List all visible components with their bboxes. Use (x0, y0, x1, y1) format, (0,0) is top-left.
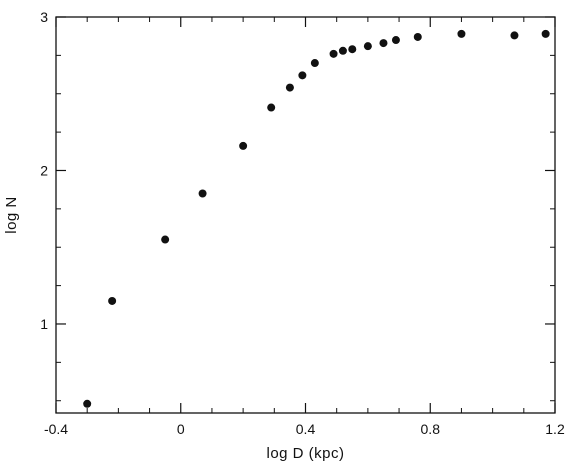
data-point (363, 42, 372, 51)
data-point (510, 31, 519, 40)
data-point (348, 45, 357, 54)
data-point (285, 83, 294, 92)
data-point (338, 46, 347, 55)
x-tick-label: 0.4 (296, 421, 316, 437)
data-point (379, 39, 388, 48)
data-point (298, 71, 307, 80)
x-tick-label: 0.8 (421, 421, 441, 437)
y-tick-label: 2 (40, 162, 48, 178)
data-point (310, 59, 319, 68)
x-tick-label: 1.2 (545, 421, 565, 437)
data-point (329, 49, 338, 58)
plot-frame (55, 16, 556, 414)
tick-labels: -0.4 0 0.4 0.8 1.2 1 2 3 (40, 9, 565, 437)
minor-ticks (56, 17, 555, 413)
x-axis-label: log D (kpc) (266, 445, 344, 462)
data-point (267, 103, 276, 112)
data-point (198, 189, 207, 198)
y-tick-label: 3 (40, 9, 48, 25)
data-point (391, 36, 400, 45)
x-tick-label: 0 (177, 421, 185, 437)
data-point (108, 296, 117, 305)
data-point (239, 141, 248, 150)
y-axis-label: log N (3, 196, 20, 234)
data-point (541, 29, 550, 38)
y-tick-label: 1 (40, 316, 48, 332)
data-points (83, 29, 550, 408)
data-point (83, 399, 92, 408)
data-point (413, 32, 422, 41)
data-point (161, 235, 170, 244)
x-tick-label: -0.4 (44, 421, 68, 437)
data-point (457, 29, 466, 38)
